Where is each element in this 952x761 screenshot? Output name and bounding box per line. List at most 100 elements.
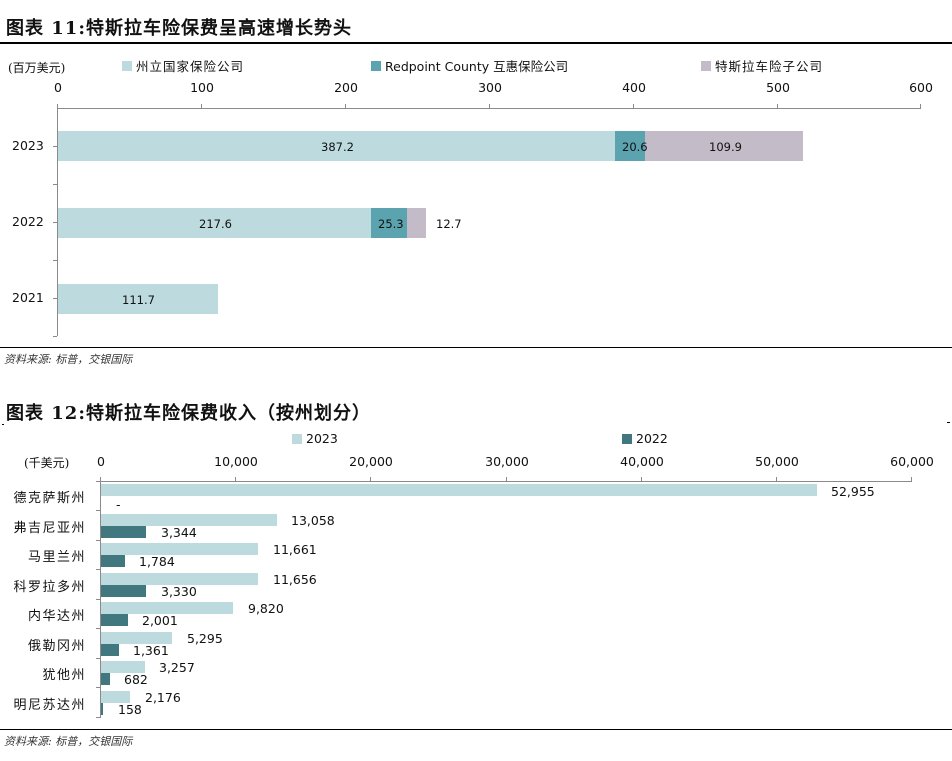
bar-value-label: 3,330	[161, 584, 197, 599]
bar-value-label: 13,058	[291, 513, 335, 528]
category-label-virginia: 弗吉尼亚州	[13, 521, 86, 536]
x-tick	[641, 477, 642, 481]
x-tick-label: 100	[190, 80, 214, 95]
y-tick	[96, 687, 100, 688]
bar-value-label: 3,257	[159, 660, 195, 675]
bar-2022-virginia	[101, 526, 146, 538]
legend-swatch-icon	[371, 60, 381, 71]
category-label-colorado: 科罗拉多州	[13, 580, 86, 595]
category-label-2021: 2021	[12, 290, 44, 305]
category-label-2022: 2022	[12, 214, 44, 229]
x-tick	[489, 104, 490, 108]
x-tick-label: 200	[334, 80, 358, 95]
legend-swatch-icon	[622, 433, 632, 444]
x-tick	[633, 104, 634, 108]
bar-2021-state-national	[58, 284, 218, 314]
y-tick	[96, 540, 100, 541]
x-axis-line	[57, 108, 921, 109]
legend-swatch-icon	[701, 60, 711, 71]
bar-2023-minnesota	[101, 691, 130, 703]
legend-item-redpoint: Redpoint County 互惠保险公司	[371, 56, 568, 75]
x-tick-label: 30,000	[485, 454, 529, 469]
bar-value-label: 1,361	[133, 643, 169, 658]
figure-11-bottom-rule	[0, 347, 952, 348]
x-tick	[911, 477, 912, 481]
bar-value-label: 5,295	[187, 631, 223, 646]
bar-value-label: 12.7	[436, 217, 462, 231]
y-tick	[96, 717, 100, 718]
bar-value-label: 2,001	[142, 613, 178, 628]
figure-12-title-mark	[2, 424, 4, 425]
bar-value-label: 158	[118, 702, 142, 717]
y-tick	[96, 599, 100, 600]
category-label-nevada: 内华达州	[27, 609, 86, 624]
x-tick-label: 400	[622, 80, 646, 95]
y-tick	[53, 298, 57, 299]
x-tick-label: 40,000	[620, 454, 664, 469]
figure-12-title-mark	[947, 422, 950, 423]
bar-2023-utah	[101, 661, 145, 673]
y-axis-line	[57, 108, 58, 336]
bar-2023-redpoint	[615, 131, 645, 161]
bar-2023-tesla-subsidiary	[645, 131, 803, 161]
y-tick	[53, 146, 57, 147]
x-tick-label: 300	[478, 80, 502, 95]
y-axis-line	[100, 481, 101, 718]
bar-2023-texas	[101, 484, 817, 496]
legend-item-2023: 2023	[292, 431, 338, 446]
x-tick	[370, 477, 371, 481]
bar-2022-redpoint	[371, 208, 407, 238]
y-tick	[96, 569, 100, 570]
figure-12-bottom-rule	[0, 729, 952, 730]
bar-2022-colorado	[101, 585, 146, 597]
bar-2023-virginia	[101, 514, 277, 526]
x-tick-label: 0	[97, 454, 105, 469]
bar-2022-oregon	[101, 644, 119, 656]
bar-value-label: 1,784	[139, 554, 175, 569]
y-tick	[53, 222, 57, 223]
bar-value-label: 11,656	[273, 572, 317, 587]
legend-item-tesla-subsidiary: 特斯拉车险子公司	[701, 56, 823, 75]
bar-value-label: 20.6	[622, 140, 648, 154]
figure-11-title: 图表 11:特斯拉车险保费呈高速增长势头	[6, 18, 352, 39]
category-label-texas: 德克萨斯州	[13, 491, 86, 506]
bar-2022-nevada	[101, 614, 128, 626]
x-tick	[201, 104, 202, 108]
bar-value-label: 387.2	[321, 140, 354, 154]
y-tick	[53, 260, 57, 261]
bar-2022-minnesota	[101, 703, 103, 715]
bar-2023-oregon	[101, 632, 172, 644]
figure-11-unit-label: (百万美元)	[8, 61, 66, 75]
bar-2022-tesla-subsidiary	[407, 208, 426, 238]
y-tick	[53, 336, 57, 337]
category-label-maryland: 马里兰州	[27, 550, 86, 565]
bar-value-label: 52,955	[831, 484, 875, 499]
figure-12-title: 图表 12:特斯拉车险保费收入（按州划分）	[6, 403, 371, 424]
y-tick	[53, 184, 57, 185]
x-tick	[506, 477, 507, 481]
category-label-oregon: 俄勒冈州	[27, 639, 86, 654]
x-tick-label: 20,000	[349, 454, 393, 469]
bar-2022-maryland	[101, 555, 125, 567]
x-tick-label: 600	[909, 80, 933, 95]
bar-value-label: -	[116, 497, 121, 512]
x-tick-label: 50,000	[755, 454, 799, 469]
category-label-minnesota: 明尼苏达州	[13, 698, 86, 713]
bar-value-label: 11,661	[273, 542, 317, 557]
x-tick	[776, 477, 777, 481]
bar-value-label: 111.7	[122, 293, 155, 307]
category-label-2023: 2023	[12, 138, 44, 153]
y-tick	[96, 481, 100, 482]
legend-swatch-icon	[292, 433, 302, 444]
y-tick	[96, 658, 100, 659]
legend-swatch-icon	[122, 60, 132, 71]
bar-2022-utah	[101, 673, 110, 685]
bar-value-label: 217.6	[199, 217, 232, 231]
x-tick-label: 10,000	[214, 454, 258, 469]
bar-2023-colorado	[101, 573, 258, 585]
bar-value-label: 25.3	[378, 217, 404, 231]
figure-11-title-rule	[0, 42, 952, 44]
x-axis-line	[100, 481, 912, 482]
bar-value-label: 9,820	[248, 601, 284, 616]
x-tick	[100, 477, 101, 481]
